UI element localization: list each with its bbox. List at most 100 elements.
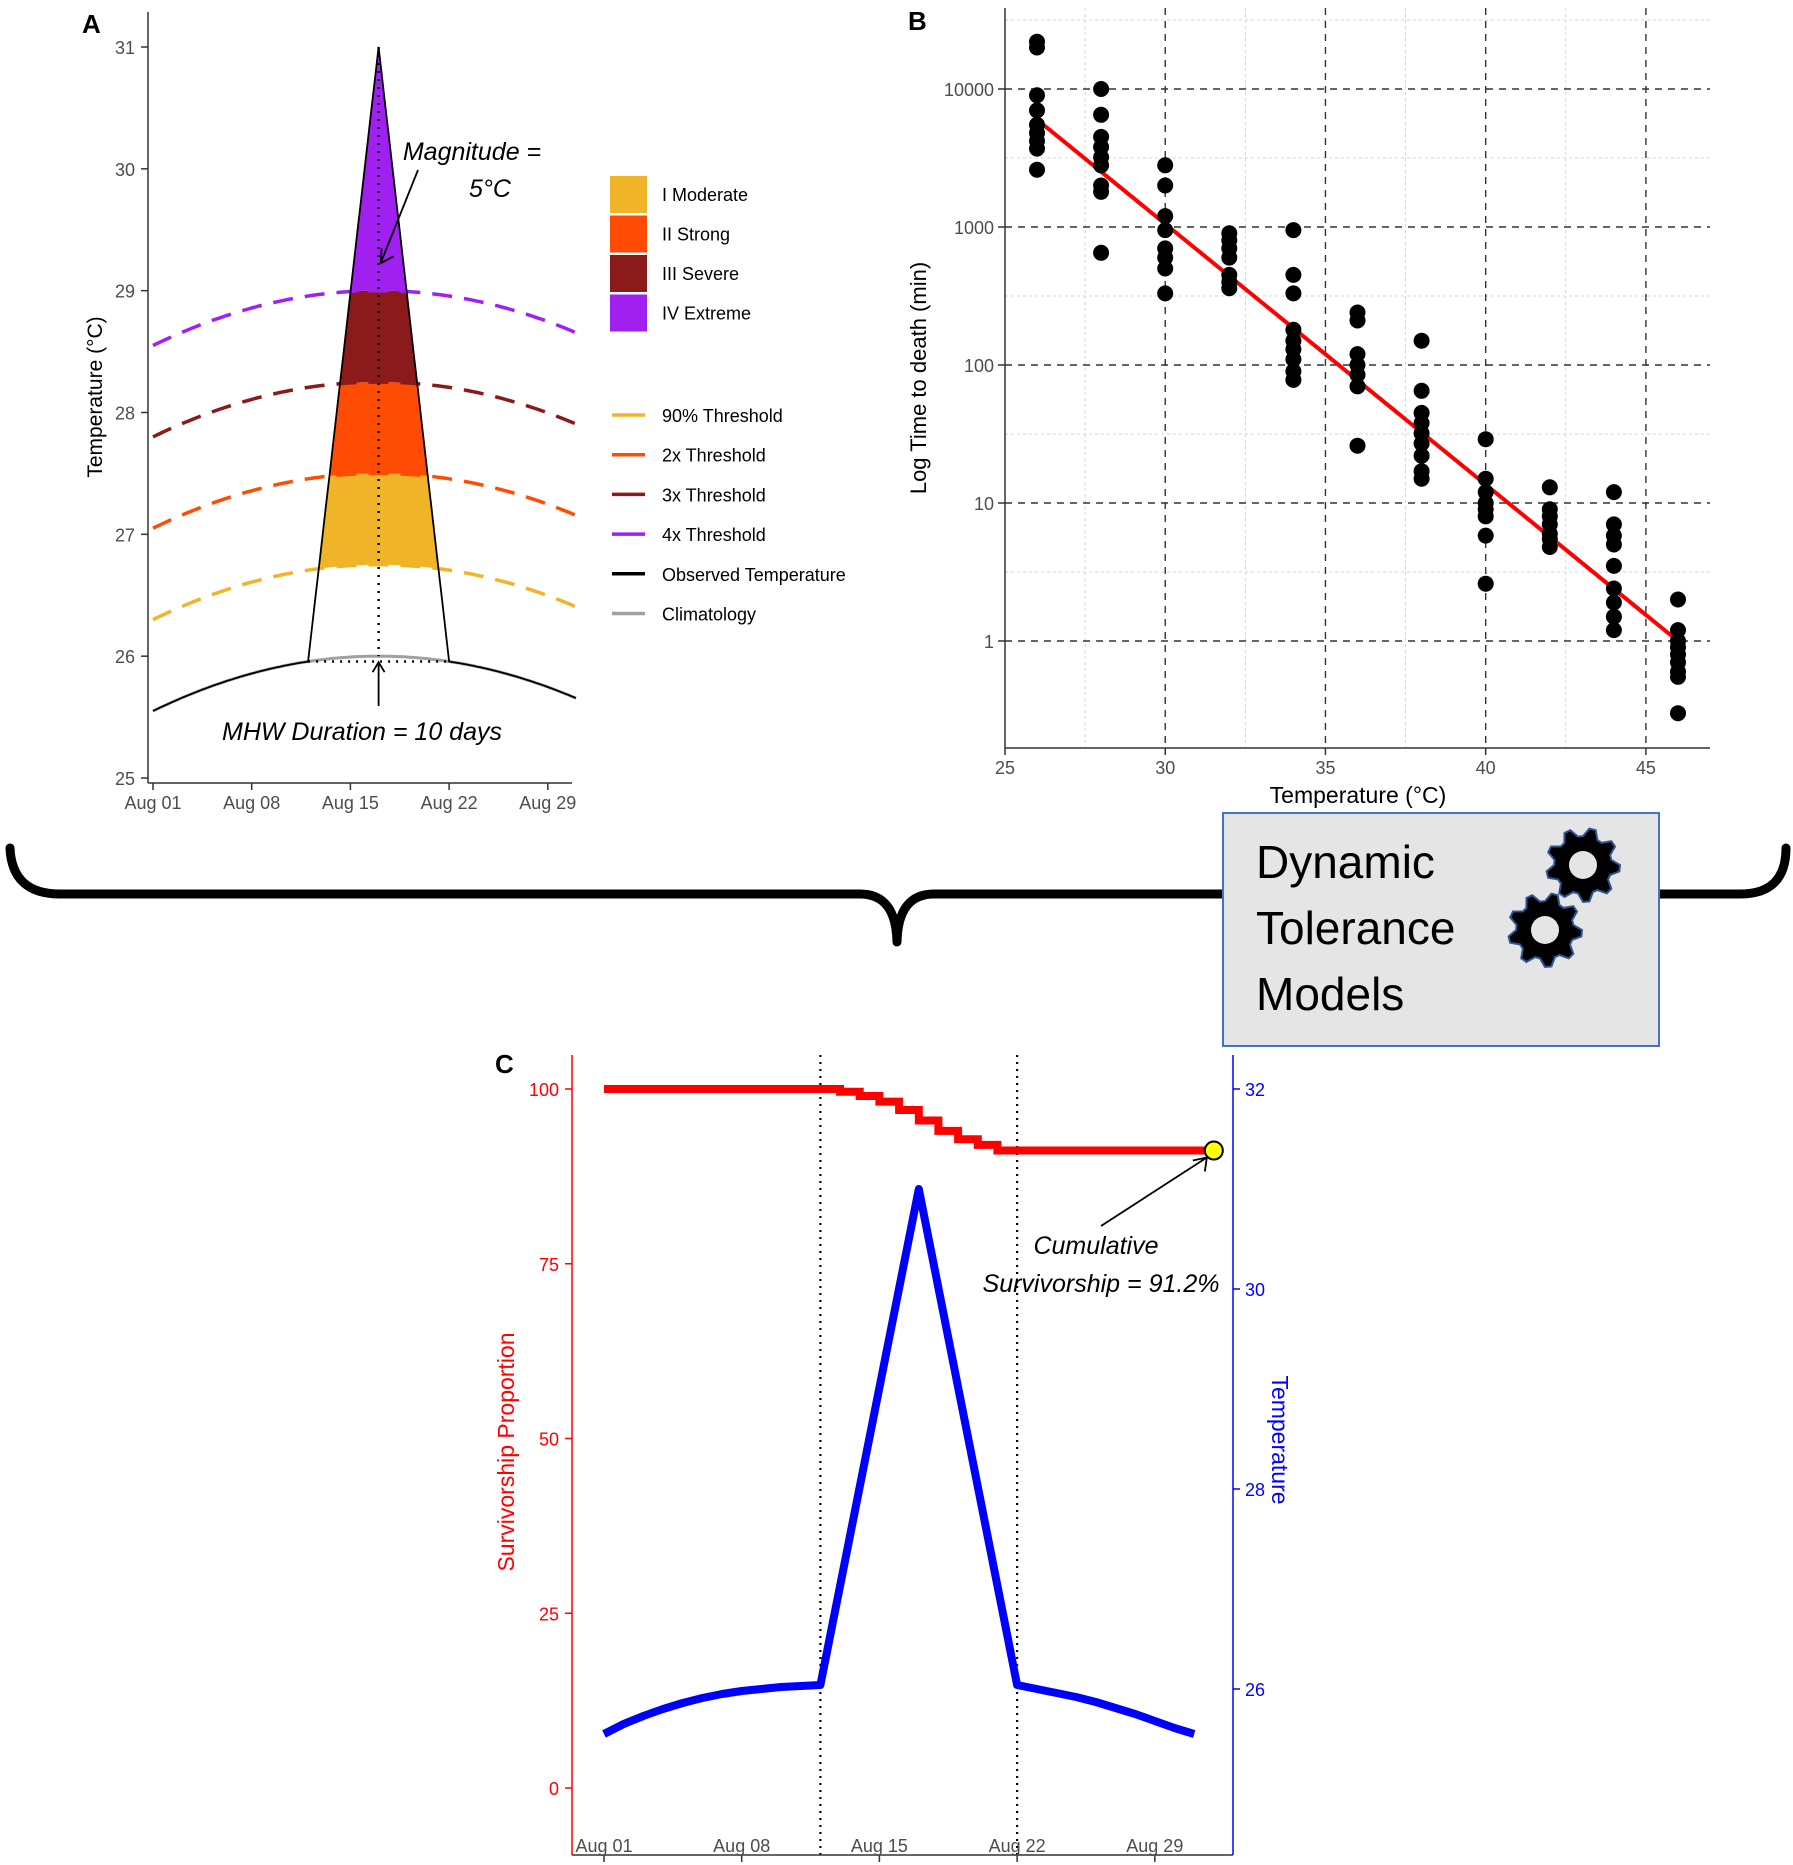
annotation-arrow-shaft bbox=[1100, 1156, 1208, 1227]
data-point bbox=[1605, 580, 1622, 597]
x-tick-label: Aug 29 bbox=[519, 793, 576, 813]
y-tick-label: 10000 bbox=[944, 80, 994, 100]
brace-connector bbox=[5, 843, 1791, 947]
data-point bbox=[1349, 366, 1366, 383]
data-point bbox=[1157, 157, 1174, 174]
data-point bbox=[1093, 244, 1110, 261]
panel-a-x-ticks: Aug 01 Aug 08 Aug 15 Aug 22 Aug 29 bbox=[124, 783, 576, 813]
panel-c: C 0 25 50 75 100 26 28 30 32 Aug 01 Aug 08 Aug 15… bbox=[493, 1049, 1293, 1862]
legend-line-label: Observed Temperature bbox=[662, 565, 846, 585]
panel-b-x-ticks: 25 30 35 40 45 bbox=[995, 748, 1656, 778]
data-point bbox=[1349, 378, 1366, 395]
data-point bbox=[1285, 266, 1302, 283]
magnitude-arrow-head bbox=[379, 248, 395, 265]
y-tick-label: 25 bbox=[115, 769, 135, 789]
panel-a-y-ticks: 25 26 27 28 29 30 31 bbox=[115, 38, 148, 789]
legend-label-extreme: IV Extreme bbox=[662, 304, 751, 324]
data-point bbox=[1285, 222, 1302, 239]
panel-c-temperature-line bbox=[602, 1185, 1196, 1738]
data-point bbox=[1541, 479, 1558, 496]
duration-arrow-head bbox=[371, 660, 386, 673]
data-point bbox=[1221, 249, 1238, 266]
data-point bbox=[1541, 539, 1558, 555]
survivorship-endpoint bbox=[1203, 1140, 1224, 1161]
y-tick-label: 75 bbox=[539, 1255, 559, 1275]
panel-a-legend: I Moderate II Strong III Severe IV Extreme 9… bbox=[610, 176, 846, 625]
legend-swatch-strong bbox=[610, 215, 647, 253]
data-point bbox=[1605, 622, 1622, 639]
legend-swatch-extreme bbox=[610, 294, 647, 332]
data-point bbox=[1605, 484, 1622, 501]
y-tick-label: 27 bbox=[115, 525, 135, 545]
data-point bbox=[1605, 536, 1622, 553]
data-point bbox=[1093, 81, 1110, 97]
data-point bbox=[1477, 575, 1494, 592]
threshold-curve-3 bbox=[152, 380, 577, 439]
y-tick-label: 29 bbox=[115, 282, 135, 302]
data-point bbox=[1029, 87, 1045, 104]
panel-a-event-markers bbox=[308, 47, 450, 706]
y2-tick-label: 26 bbox=[1245, 1680, 1265, 1700]
data-point bbox=[1157, 260, 1174, 277]
data-point bbox=[1285, 285, 1302, 302]
panel-a: A 25 26 27 28 29 30 31 Aug 01 Aug 08 Aug 15 Aug 2… bbox=[82, 9, 846, 813]
x-tick-label: Aug 08 bbox=[713, 1836, 770, 1856]
gear-icon bbox=[1507, 892, 1584, 969]
x-tick-label: 40 bbox=[1476, 758, 1496, 778]
gear-hole bbox=[1531, 916, 1559, 944]
data-point bbox=[1157, 222, 1174, 239]
panel-c-y-axis-title: Survivorship Proportion bbox=[493, 1332, 519, 1571]
data-point bbox=[1670, 668, 1686, 685]
x-tick-label: 35 bbox=[1315, 758, 1335, 778]
magnitude-arrow-shaft bbox=[379, 169, 419, 264]
y2-tick-label: 28 bbox=[1245, 1480, 1265, 1500]
panel-b-y-ticks: 1 10 100 1000 10000 bbox=[944, 80, 1005, 652]
data-point bbox=[1093, 106, 1110, 123]
x-tick-label: Aug 22 bbox=[421, 793, 478, 813]
y-tick-label: 1000 bbox=[954, 218, 994, 238]
data-point bbox=[1413, 382, 1430, 399]
panel-a-observed-lines bbox=[152, 46, 577, 713]
y-tick-label: 50 bbox=[539, 1430, 559, 1450]
callout-line-1: Dynamic bbox=[1256, 836, 1435, 888]
panel-c-annotation-line-1: Cumulative bbox=[1033, 1232, 1158, 1260]
panel-a-duration-label: MHW Duration = 10 days bbox=[222, 718, 502, 746]
data-point bbox=[1413, 435, 1430, 452]
x-tick-label: Aug 15 bbox=[851, 1836, 908, 1856]
threshold-curve-2 bbox=[152, 471, 577, 530]
legend-line-label: 90% Threshold bbox=[662, 406, 783, 426]
data-point bbox=[1221, 280, 1238, 297]
category-fill-strong bbox=[330, 382, 428, 476]
panel-c-y-ticks: 0 25 50 75 100 bbox=[529, 1080, 572, 1799]
legend-line-label: Climatology bbox=[662, 605, 756, 625]
legend-label-strong: II Strong bbox=[662, 225, 730, 245]
category-fill-extreme bbox=[351, 47, 407, 292]
y-tick-label: 28 bbox=[115, 404, 135, 424]
data-point bbox=[1285, 371, 1302, 388]
data-point bbox=[1477, 431, 1494, 448]
x-tick-label: Aug 15 bbox=[322, 793, 379, 813]
panel-c-annotation-line-2: Survivorship = 91.2% bbox=[983, 1270, 1220, 1298]
panel-b-x-axis-title: Temperature (°C) bbox=[1270, 782, 1447, 808]
panel-c-x-ticks: Aug 01 Aug 08 Aug 15 Aug 22 Aug 29 bbox=[575, 1836, 1183, 1862]
y-tick-label: 100 bbox=[964, 356, 994, 376]
legend-swatch-severe bbox=[610, 255, 647, 292]
panel-c-event-lines bbox=[819, 1055, 1019, 1855]
data-point bbox=[1670, 705, 1686, 722]
x-tick-label: Aug 01 bbox=[575, 1836, 632, 1856]
panel-c-tag: C bbox=[495, 1049, 514, 1079]
data-point bbox=[1029, 39, 1045, 56]
panel-b: B 1 10 100 1000 10000 25 30 35 40 45 Temperature… bbox=[906, 6, 1710, 808]
data-point bbox=[1413, 332, 1430, 349]
panel-b-points bbox=[1029, 33, 1686, 722]
threshold-curve-4 bbox=[152, 288, 577, 348]
observed-temperature-line bbox=[152, 46, 577, 712]
data-point bbox=[1093, 157, 1110, 174]
x-tick-label: Aug 01 bbox=[124, 793, 181, 813]
y-tick-label: 25 bbox=[539, 1604, 559, 1624]
legend-label-moderate: I Moderate bbox=[662, 185, 748, 205]
x-tick-label: Aug 08 bbox=[223, 793, 280, 813]
x-tick-label: 30 bbox=[1155, 758, 1175, 778]
panel-c-y2-ticks: 26 28 30 32 bbox=[1233, 1080, 1265, 1700]
